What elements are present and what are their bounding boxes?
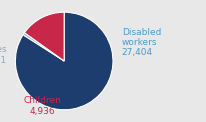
Text: Children
4,936: Children 4,936 xyxy=(23,96,61,116)
Text: Disabled
workers
27,404: Disabled workers 27,404 xyxy=(121,28,160,57)
Wedge shape xyxy=(15,12,112,110)
Wedge shape xyxy=(23,33,64,61)
Wedge shape xyxy=(24,12,64,61)
Text: Spouses
261: Spouses 261 xyxy=(0,45,7,65)
